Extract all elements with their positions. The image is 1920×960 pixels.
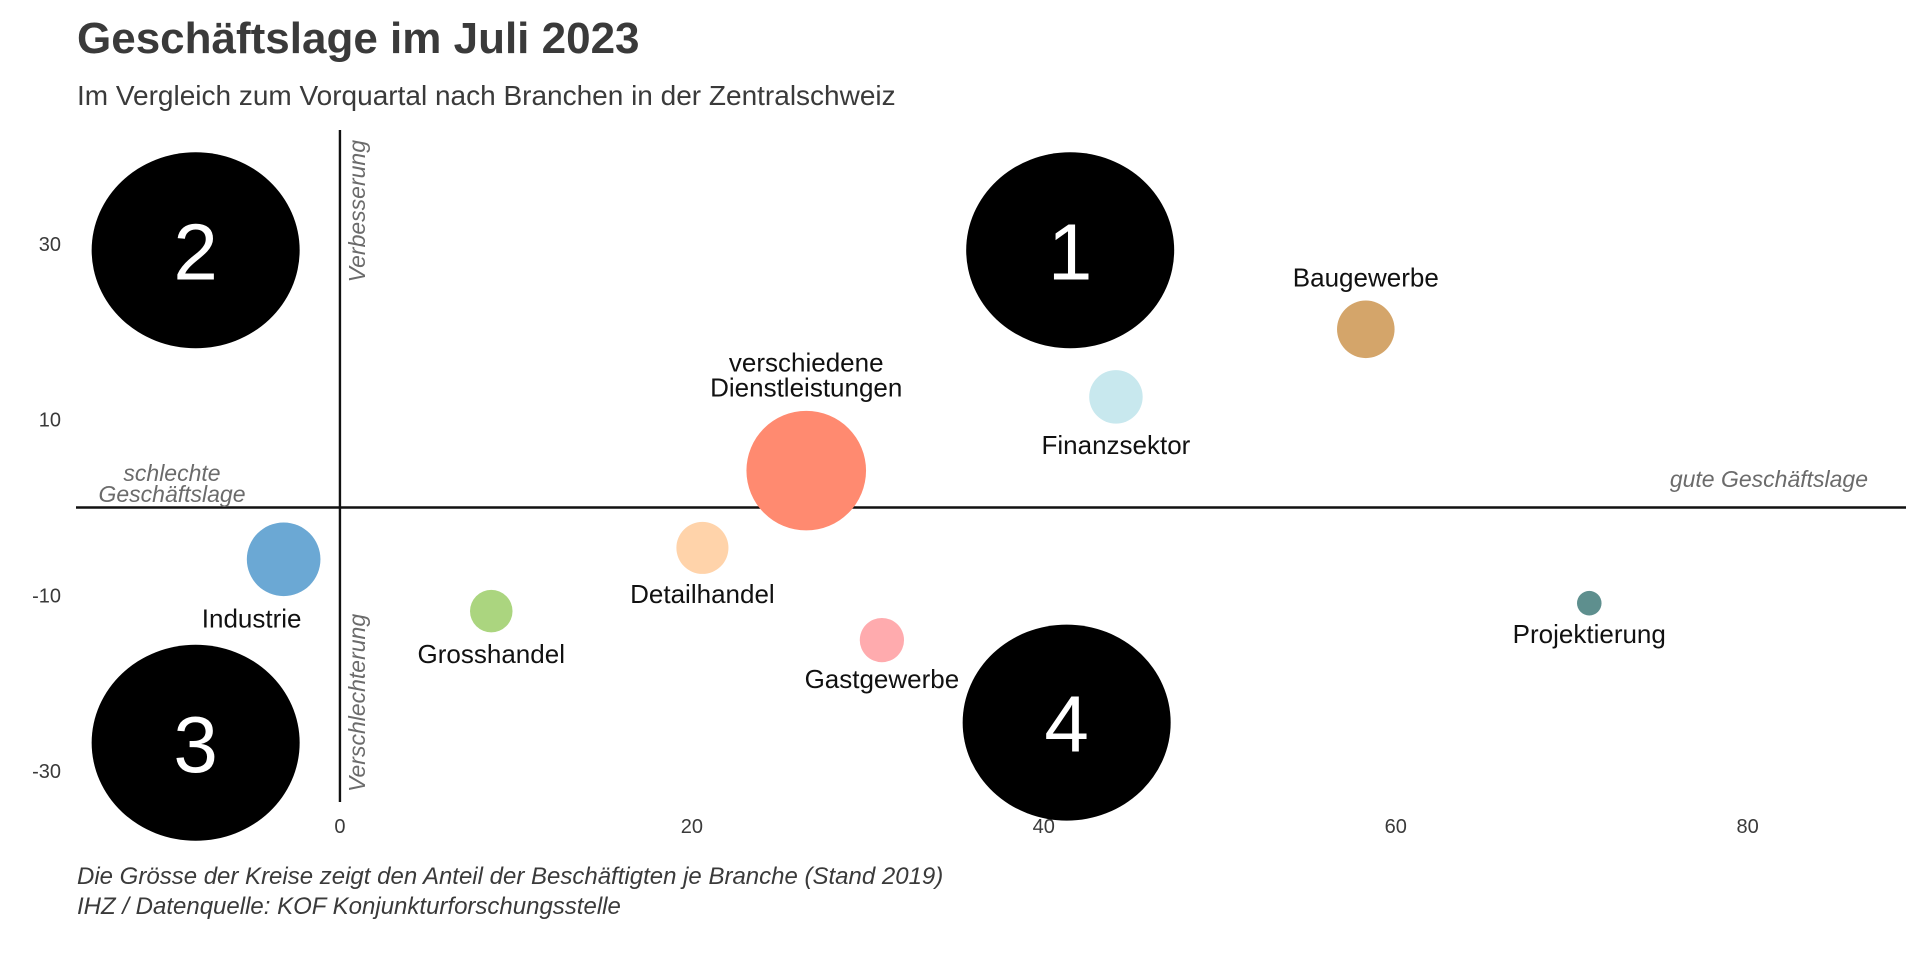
chart-title: Geschäftslage im Juli 2023: [77, 14, 640, 63]
bubble: [746, 410, 867, 531]
y-tick-label: 10: [39, 410, 61, 432]
x-tick-label: 0: [334, 816, 345, 838]
chart-footer: Die Grösse der Kreise zeigt den Anteil d…: [77, 862, 943, 922]
axis-note-right: gute Geschäftslage: [1670, 466, 1868, 492]
footer-note: Die Grösse der Kreise zeigt den Anteil d…: [77, 863, 944, 890]
y-tick-label: -10: [32, 585, 61, 607]
axis-note-bottom: Verschlechterung: [344, 614, 370, 792]
bubble: [470, 589, 513, 633]
bubble-label: Gastgewerbe: [805, 664, 960, 694]
x-tick-label: 80: [1737, 816, 1759, 838]
x-tick-label: 40: [1033, 816, 1055, 838]
bubble: [859, 617, 905, 663]
axis-note-left: Geschäftslage: [98, 481, 245, 507]
bubble: [246, 522, 321, 597]
bubble-label: Projektierung: [1513, 619, 1666, 649]
y-tick-label: 30: [39, 234, 61, 256]
bubble-label: Baugewerbe: [1293, 262, 1439, 292]
bubble: [1576, 590, 1602, 616]
y-tick-label: -30: [32, 761, 61, 783]
bubble: [1337, 300, 1395, 359]
bubble: [1089, 370, 1143, 424]
bubble: [676, 521, 729, 574]
axis-note-left: schlechte: [123, 460, 220, 486]
quadrant-number: 2: [173, 207, 218, 296]
footer-source: IHZ / Datenquelle: KOF Konjunkturforschu…: [77, 893, 621, 920]
x-tick-label: 20: [681, 816, 703, 838]
bubble-label: Dienstleistungen: [710, 373, 902, 403]
bubble-label: Detailhandel: [630, 579, 775, 609]
bubble-label: verschiedene: [729, 348, 884, 378]
bubble-label: Grosshandel: [418, 639, 565, 669]
quadrant-marker: [91, 152, 300, 349]
axis-note-top: Verbesserung: [344, 140, 370, 283]
quadrant-number: 4: [1044, 680, 1089, 769]
quadrant-marker: [966, 152, 1175, 349]
chart-subtitle: Im Vergleich zum Vorquartal nach Branche…: [77, 80, 896, 111]
quadrant-marker: [962, 624, 1171, 821]
quadrant-marker: [91, 644, 300, 841]
x-tick-label: 60: [1385, 816, 1407, 838]
quadrant-number: 1: [1048, 207, 1093, 296]
bubble-label: Industrie: [202, 603, 302, 633]
quadrant-number: 3: [173, 700, 218, 789]
bubble-label: Finanzsektor: [1042, 430, 1191, 460]
